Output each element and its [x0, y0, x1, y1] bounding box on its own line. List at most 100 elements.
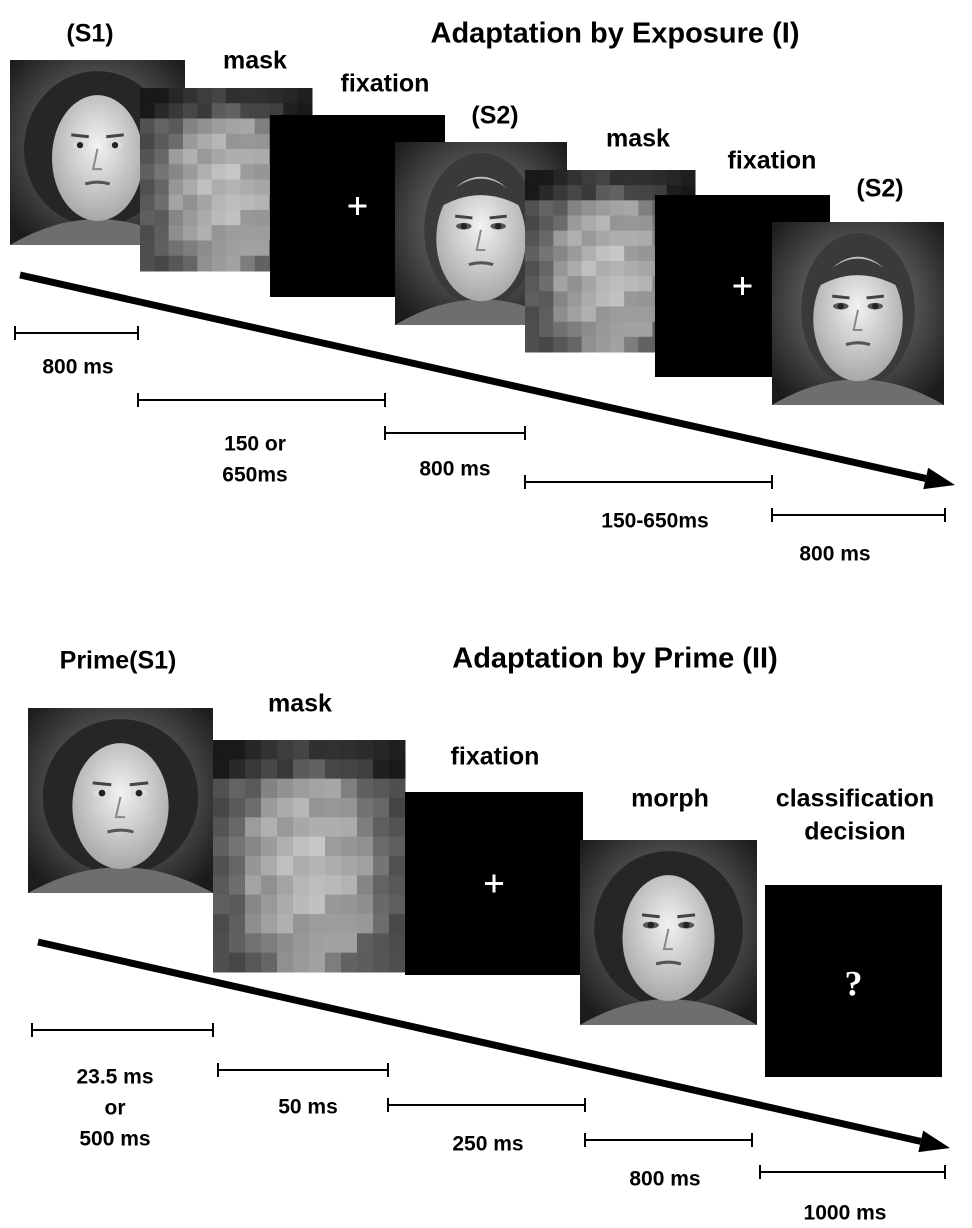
mask-cell: [229, 894, 246, 915]
mask-cell: [373, 894, 390, 915]
brow: [92, 781, 112, 787]
mask-cell: [211, 88, 227, 104]
mask-cell: [183, 103, 198, 119]
duration-label: 800 ms: [42, 356, 113, 379]
mask-cell: [309, 759, 326, 780]
mask-cell: [213, 933, 230, 954]
frame-label: (S2): [856, 175, 903, 203]
mask-cell: [245, 778, 262, 799]
mask-cell: [261, 778, 278, 799]
mask-cell: [553, 261, 568, 277]
mask-cell: [553, 336, 568, 353]
mask-cell: [226, 103, 241, 119]
mask-cell: [277, 759, 294, 780]
mask-cell: [226, 149, 241, 165]
mask-cell: [229, 817, 246, 838]
mask-cell: [168, 225, 184, 241]
mask-cell: [309, 817, 326, 838]
mask-cell: [357, 740, 374, 760]
mouth: [107, 828, 134, 834]
mask-cell: [197, 179, 213, 196]
mask-cell: [567, 215, 583, 232]
mask-cell: [197, 133, 213, 150]
shoulders: [28, 867, 213, 893]
mask-cell: [197, 103, 213, 119]
mask-cell: [567, 200, 583, 216]
mask-cell: [293, 933, 310, 954]
mask-cell: [341, 952, 358, 973]
mask-cell: [229, 759, 246, 780]
mask-cell: [226, 240, 241, 257]
mask-cell: [226, 164, 241, 180]
mask-cell: [357, 817, 374, 838]
mask-cell: [581, 261, 597, 277]
mask-cell: [245, 817, 262, 838]
arrow-head: [923, 467, 955, 490]
pupil: [111, 141, 119, 149]
mask-cell: [539, 276, 554, 292]
mask-cell: [638, 170, 653, 186]
mask-cell: [309, 856, 326, 876]
mask-cell: [168, 133, 184, 150]
mask-cell: [240, 194, 256, 211]
mask-cell: [197, 164, 213, 180]
mask-cell: [140, 133, 155, 150]
mask-cell: [254, 103, 270, 119]
mask-cell: [373, 952, 390, 973]
mask-cell: [595, 230, 611, 247]
frame: [405, 792, 583, 975]
duration-label: 650ms: [222, 464, 287, 487]
mask-cell: [553, 200, 568, 216]
mask-cell: [229, 933, 246, 954]
pupil: [98, 789, 106, 797]
mask-cell: [140, 240, 155, 257]
panel-title: Adaptation by Prime (II): [452, 643, 777, 675]
mask-cell: [325, 759, 342, 780]
mask-cell: [325, 856, 342, 876]
mask-cell: [254, 240, 270, 257]
mask-cell: [211, 255, 227, 272]
mask-cell: [525, 306, 540, 323]
mask-cell: [154, 118, 170, 135]
mouth: [845, 341, 871, 347]
mask-cell: [309, 894, 326, 915]
mask-cell: [213, 836, 230, 857]
shoulders: [580, 999, 757, 1025]
timeline-arrow: [37, 938, 922, 1145]
mask-cell: [261, 933, 278, 954]
face-skin: [436, 176, 526, 302]
mask-cell: [373, 817, 390, 838]
mask-cell: [213, 952, 230, 973]
mask-cell: [539, 336, 554, 353]
mask-cell: [525, 261, 540, 277]
mask-cell: [213, 817, 230, 838]
duration-label: 250 ms: [452, 1133, 523, 1156]
mask-cell: [245, 836, 262, 857]
mask-cell: [240, 164, 256, 180]
mask-cell: [539, 215, 554, 232]
mask-cell: [168, 103, 184, 119]
mask-cell: [624, 215, 639, 232]
mask-cell: [624, 321, 639, 338]
mask-cell: [245, 798, 262, 818]
duration-label: 800 ms: [419, 458, 490, 481]
pupil: [837, 303, 844, 310]
mask-cell: [293, 817, 310, 838]
mask-cell: [525, 276, 540, 292]
mask-cell: [389, 778, 406, 799]
duration-label: 800 ms: [629, 1168, 700, 1191]
mask-cell: [610, 261, 625, 277]
mask-cell: [183, 118, 198, 135]
frame-label: fixation: [451, 743, 540, 771]
mask-cell: [581, 291, 597, 307]
mouth: [84, 180, 111, 186]
mask-cell: [309, 836, 326, 857]
mask-cell: [595, 306, 611, 323]
mask-cell: [245, 875, 262, 896]
mask-cell: [211, 210, 227, 226]
face-skin: [622, 875, 715, 1001]
mask-cell: [610, 276, 625, 292]
duration-label: 150 or: [224, 433, 286, 456]
frame-label: morph: [631, 785, 709, 813]
mask-cell: [154, 164, 170, 180]
